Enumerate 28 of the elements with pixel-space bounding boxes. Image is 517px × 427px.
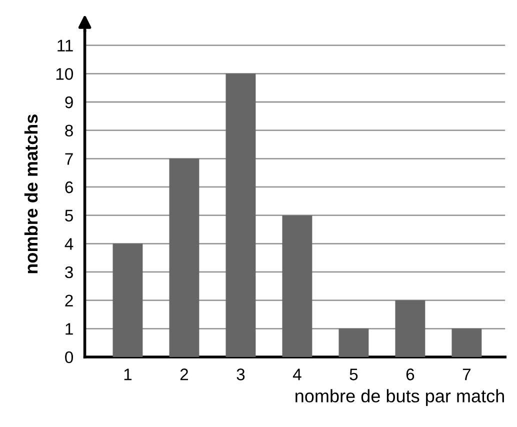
y-tick-label: 6 <box>65 181 73 194</box>
y-axis-title: nombre de matchs <box>24 114 38 274</box>
y-tick-label: 11 <box>58 40 73 52</box>
y-tick-label: 1 <box>66 323 73 335</box>
bar <box>169 158 200 357</box>
y-tick-label: 8 <box>65 124 73 137</box>
y-tick-label: 4 <box>64 238 74 250</box>
bar <box>282 215 312 357</box>
x-tick-label: 2 <box>180 368 188 380</box>
bar <box>452 328 482 357</box>
y-tick-label: 9 <box>65 96 73 108</box>
y-tick-label: 3 <box>65 266 73 278</box>
y-tick-label: 2 <box>65 294 73 306</box>
x-tick-label: 6 <box>406 368 414 380</box>
x-tick-label: 1 <box>124 368 132 380</box>
x-tick-label: 4 <box>292 368 302 380</box>
y-tick-label: 7 <box>65 153 73 165</box>
bar <box>226 74 256 357</box>
y-tick-label: 5 <box>65 210 73 222</box>
bar <box>112 244 143 357</box>
x-tick-label: 7 <box>462 368 470 380</box>
bar <box>395 300 426 357</box>
bar <box>338 328 369 357</box>
x-tick-label: 3 <box>236 368 245 380</box>
x-tick-label: 5 <box>350 368 358 380</box>
x-axis-title: nombre de buts par match <box>296 389 504 406</box>
y-tick-label: 0 <box>65 351 74 364</box>
y-tick-label: 10 <box>56 68 74 80</box>
